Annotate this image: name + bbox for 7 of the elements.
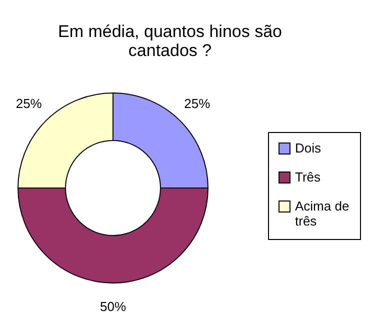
legend-label: Três: [295, 170, 322, 184]
data-label: 25%: [184, 96, 211, 111]
chart-title: Em média, quantos hinos são cantados ?: [58, 22, 282, 60]
legend-label: Acima de três: [295, 198, 350, 228]
legend-label: Dois: [295, 140, 322, 156]
data-label: 50%: [100, 299, 126, 314]
data-label: 25%: [16, 96, 42, 111]
